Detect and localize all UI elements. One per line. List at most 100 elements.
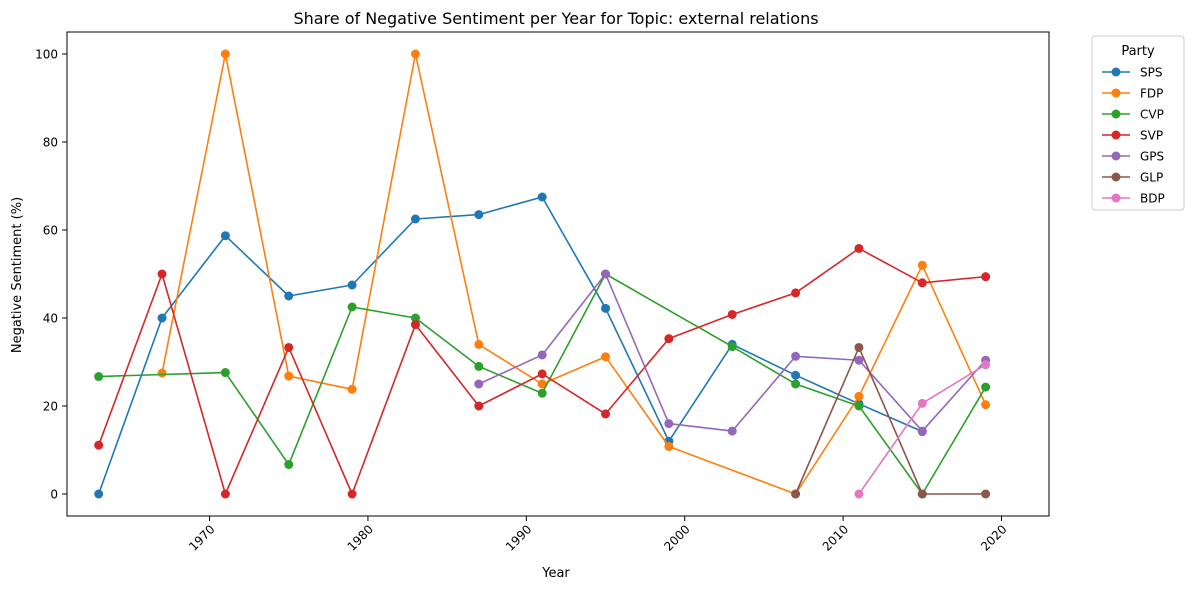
data-point-sps-1975 bbox=[284, 291, 294, 301]
data-point-fdp-1979 bbox=[347, 384, 357, 394]
data-point-sps-1995 bbox=[601, 303, 611, 313]
data-point-glp-2015 bbox=[917, 489, 927, 499]
data-point-sps-1967 bbox=[157, 313, 167, 323]
data-point-fdp-1975 bbox=[284, 371, 294, 381]
data-point-fdp-2015 bbox=[917, 260, 927, 270]
data-point-fdp-1995 bbox=[601, 352, 611, 362]
data-point-svp-1995 bbox=[601, 409, 611, 419]
series-glp bbox=[791, 342, 991, 499]
data-point-gps-1995 bbox=[601, 269, 611, 279]
data-point-cvp-1987 bbox=[474, 361, 484, 371]
legend-marker bbox=[1111, 88, 1121, 98]
data-point-sps-1963 bbox=[94, 489, 104, 499]
legend-entry-bdp: BDP bbox=[1102, 192, 1165, 206]
data-point-svp-1999 bbox=[664, 334, 674, 344]
legend-marker bbox=[1111, 193, 1121, 203]
data-point-gps-1999 bbox=[664, 419, 674, 429]
data-point-gps-2011 bbox=[854, 355, 864, 365]
data-point-fdp-1983 bbox=[410, 49, 420, 59]
data-point-bdp-2015 bbox=[917, 398, 927, 408]
legend-entry-glp: GLP bbox=[1102, 171, 1163, 185]
data-point-glp-2007 bbox=[791, 489, 801, 499]
legend-label: GPS bbox=[1140, 150, 1164, 164]
chart-title: Share of Negative Sentiment per Year for… bbox=[293, 9, 818, 28]
data-point-cvp-2007 bbox=[791, 379, 801, 389]
data-point-fdp-1967 bbox=[157, 368, 167, 378]
series-sps bbox=[94, 192, 927, 499]
data-point-svp-1967 bbox=[157, 269, 167, 279]
x-tick-label: 2000 bbox=[661, 522, 692, 553]
legend-label: CVP bbox=[1140, 108, 1164, 122]
series-line-gps bbox=[478, 273, 987, 432]
data-point-svp-1975 bbox=[284, 342, 294, 352]
data-point-gps-2015 bbox=[917, 426, 927, 436]
y-tick-label: 0 bbox=[50, 488, 58, 502]
legend-entry-gps: GPS bbox=[1102, 150, 1164, 164]
data-point-cvp-1975 bbox=[284, 460, 294, 470]
data-point-cvp-1983 bbox=[410, 313, 420, 323]
data-point-svp-1991 bbox=[537, 369, 547, 379]
series-line-fdp bbox=[161, 53, 987, 495]
data-point-bdp-2011 bbox=[854, 489, 864, 499]
data-point-svp-1971 bbox=[220, 489, 230, 499]
legend: Party SPS FDP CVP SVP GPS GLP BDP bbox=[1091, 35, 1185, 211]
data-point-svp-2011 bbox=[854, 243, 864, 253]
data-point-fdp-1987 bbox=[474, 339, 484, 349]
data-point-svp-2015 bbox=[917, 278, 927, 288]
data-point-svp-1979 bbox=[347, 489, 357, 499]
x-axis-label: Year bbox=[541, 566, 570, 581]
data-point-cvp-2019 bbox=[981, 382, 991, 392]
x-tick-label: 1970 bbox=[186, 522, 217, 553]
data-point-sps-1971 bbox=[220, 231, 230, 241]
legend-entry-sps: SPS bbox=[1102, 66, 1162, 80]
legend-entry-cvp: CVP bbox=[1102, 108, 1164, 122]
y-tick-label: 40 bbox=[43, 312, 58, 326]
data-point-fdp-2019 bbox=[981, 400, 991, 410]
data-point-gps-1987 bbox=[474, 379, 484, 389]
data-point-svp-2019 bbox=[981, 272, 991, 282]
legend-label: BDP bbox=[1140, 192, 1165, 206]
data-point-svp-1983 bbox=[410, 320, 420, 330]
plot-frame bbox=[66, 31, 1050, 517]
y-tick-label: 100 bbox=[35, 48, 58, 62]
data-point-gps-2007 bbox=[791, 351, 801, 361]
y-tick-label: 80 bbox=[43, 136, 58, 150]
plot-area: 0 20 40 60 80 100 1970 1980 1990 2000 2010 2020 bbox=[35, 31, 1050, 554]
legend-label: GLP bbox=[1140, 171, 1163, 185]
data-point-sps-1979 bbox=[347, 280, 357, 290]
series-fdp bbox=[157, 49, 991, 499]
data-point-fdp-1971 bbox=[220, 49, 230, 59]
data-point-fdp-2011 bbox=[854, 391, 864, 401]
data-point-cvp-1963 bbox=[94, 372, 104, 382]
data-point-sps-1991 bbox=[537, 192, 547, 202]
x-tick-label: 2010 bbox=[820, 522, 851, 553]
legend-frame bbox=[1091, 35, 1185, 211]
data-point-svp-2003 bbox=[727, 309, 737, 319]
legend-marker bbox=[1111, 67, 1121, 77]
y-tick-label: 20 bbox=[43, 400, 58, 414]
data-point-svp-1963 bbox=[94, 440, 104, 450]
data-point-cvp-2003 bbox=[727, 342, 737, 352]
data-point-sps-1987 bbox=[474, 210, 484, 220]
series-line-sps bbox=[97, 196, 923, 495]
data-point-sps-2007 bbox=[791, 370, 801, 380]
data-point-fdp-1991 bbox=[537, 379, 547, 389]
x-tick-label: 2020 bbox=[978, 522, 1009, 553]
data-point-bdp-2019 bbox=[981, 360, 991, 370]
legend-label: SVP bbox=[1140, 129, 1163, 143]
data-point-svp-2007 bbox=[791, 288, 801, 298]
series-bdp bbox=[854, 360, 991, 499]
legend-marker bbox=[1111, 172, 1121, 182]
data-point-cvp-2011 bbox=[854, 401, 864, 411]
legend-entry-fdp: FDP bbox=[1102, 87, 1163, 101]
legend-marker bbox=[1111, 130, 1121, 140]
data-point-glp-2011 bbox=[854, 342, 864, 352]
y-axis-label: Negative Sentiment (%) bbox=[10, 197, 25, 353]
data-point-sps-1983 bbox=[410, 214, 420, 224]
x-tick-label: 1990 bbox=[503, 522, 534, 553]
data-point-cvp-1979 bbox=[347, 302, 357, 312]
series-svp bbox=[94, 243, 991, 499]
legend-marker bbox=[1111, 151, 1121, 161]
legend-marker bbox=[1111, 109, 1121, 119]
